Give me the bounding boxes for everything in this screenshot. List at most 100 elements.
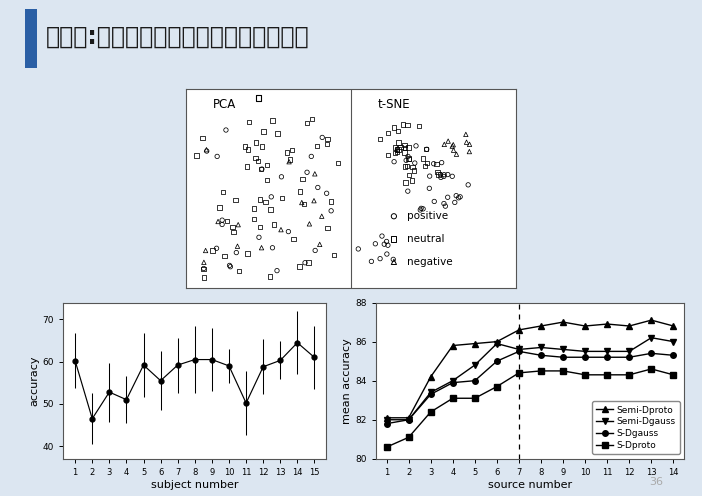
Point — [461, 138, 472, 146]
S-Dproto — [383, 444, 391, 450]
Point — [391, 146, 402, 154]
Point — [378, 240, 390, 248]
S-Dgauss — [537, 352, 545, 358]
Point — [231, 248, 242, 256]
Point — [232, 221, 244, 229]
Point — [420, 145, 432, 153]
Point — [461, 130, 472, 138]
Point — [265, 193, 277, 201]
Semi-Dproto — [603, 321, 611, 327]
Point — [201, 146, 212, 154]
Point — [242, 146, 253, 154]
Point — [200, 247, 211, 254]
Point — [221, 217, 232, 225]
Point — [276, 173, 287, 181]
Point — [429, 197, 440, 205]
Point — [322, 140, 333, 148]
Semi-Dproto — [383, 415, 391, 421]
Semi-Dgauss — [470, 362, 479, 368]
Point — [449, 198, 461, 206]
Text: t-SNE: t-SNE — [378, 98, 410, 111]
Point — [252, 157, 263, 165]
Point — [198, 264, 209, 272]
Point — [446, 172, 458, 180]
Point — [382, 151, 393, 159]
Point — [249, 215, 260, 223]
Point — [390, 143, 401, 151]
Point — [446, 142, 458, 150]
Point — [409, 167, 420, 175]
Point — [402, 152, 413, 160]
Point — [388, 158, 399, 166]
Point — [399, 144, 411, 152]
Point — [284, 156, 296, 164]
S-Dproto — [404, 434, 413, 440]
Point — [406, 177, 418, 185]
Point — [438, 173, 449, 181]
Point — [317, 133, 328, 141]
Point — [256, 244, 267, 251]
Point — [230, 196, 241, 204]
Point — [388, 235, 399, 243]
X-axis label: source number: source number — [488, 480, 572, 490]
Point — [383, 129, 394, 137]
Point — [256, 143, 267, 151]
Point — [374, 135, 385, 143]
Semi-Dgauss — [603, 348, 611, 354]
Point — [388, 258, 399, 266]
Point — [255, 165, 266, 173]
Point — [250, 154, 261, 162]
Point — [283, 228, 294, 236]
Semi-Dgauss — [449, 378, 457, 384]
S-Dproto — [603, 372, 611, 378]
Line: S-Dgauss: S-Dgauss — [384, 349, 676, 427]
Point — [267, 117, 278, 124]
Text: 36: 36 — [649, 477, 663, 487]
Point — [218, 188, 229, 196]
Point — [393, 146, 404, 154]
Point — [402, 121, 413, 129]
Point — [265, 273, 276, 281]
Point — [268, 220, 279, 228]
Point — [309, 170, 320, 178]
Point — [352, 245, 364, 253]
S-Dgauss — [427, 391, 435, 397]
Point — [451, 191, 462, 199]
Line: Semi-Dgauss: Semi-Dgauss — [384, 335, 676, 423]
Point — [413, 122, 425, 130]
Semi-Dgauss — [383, 417, 391, 423]
Semi-Dgauss — [669, 339, 677, 345]
Point — [406, 163, 418, 171]
S-Dproto — [470, 395, 479, 401]
Point — [402, 162, 413, 170]
Point — [214, 203, 225, 211]
Point — [242, 249, 253, 257]
Point — [388, 212, 399, 220]
Point — [464, 148, 475, 156]
Point — [435, 174, 446, 182]
S-Dgauss — [603, 354, 611, 360]
Point — [421, 159, 432, 167]
Point — [435, 171, 446, 179]
Point — [306, 115, 317, 123]
Point — [381, 250, 392, 258]
Point — [219, 252, 230, 260]
Point — [275, 226, 286, 234]
Point — [448, 141, 459, 149]
Semi-Dgauss — [404, 417, 413, 423]
Point — [301, 168, 312, 176]
Point — [191, 152, 202, 160]
Point — [253, 233, 265, 241]
Point — [409, 159, 420, 167]
Semi-Dproto — [647, 317, 656, 323]
Text: positive: positive — [407, 211, 448, 221]
Point — [433, 171, 444, 179]
Point — [310, 247, 321, 254]
Point — [403, 143, 414, 151]
Point — [421, 145, 432, 153]
Point — [417, 154, 428, 162]
Point — [388, 255, 399, 263]
Point — [312, 184, 324, 191]
Point — [198, 258, 209, 266]
S-Dgauss — [470, 378, 479, 384]
